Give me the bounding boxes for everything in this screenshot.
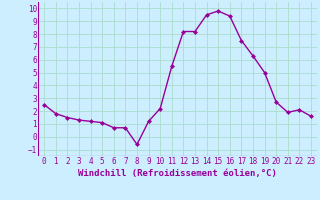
X-axis label: Windchill (Refroidissement éolien,°C): Windchill (Refroidissement éolien,°C) (78, 169, 277, 178)
